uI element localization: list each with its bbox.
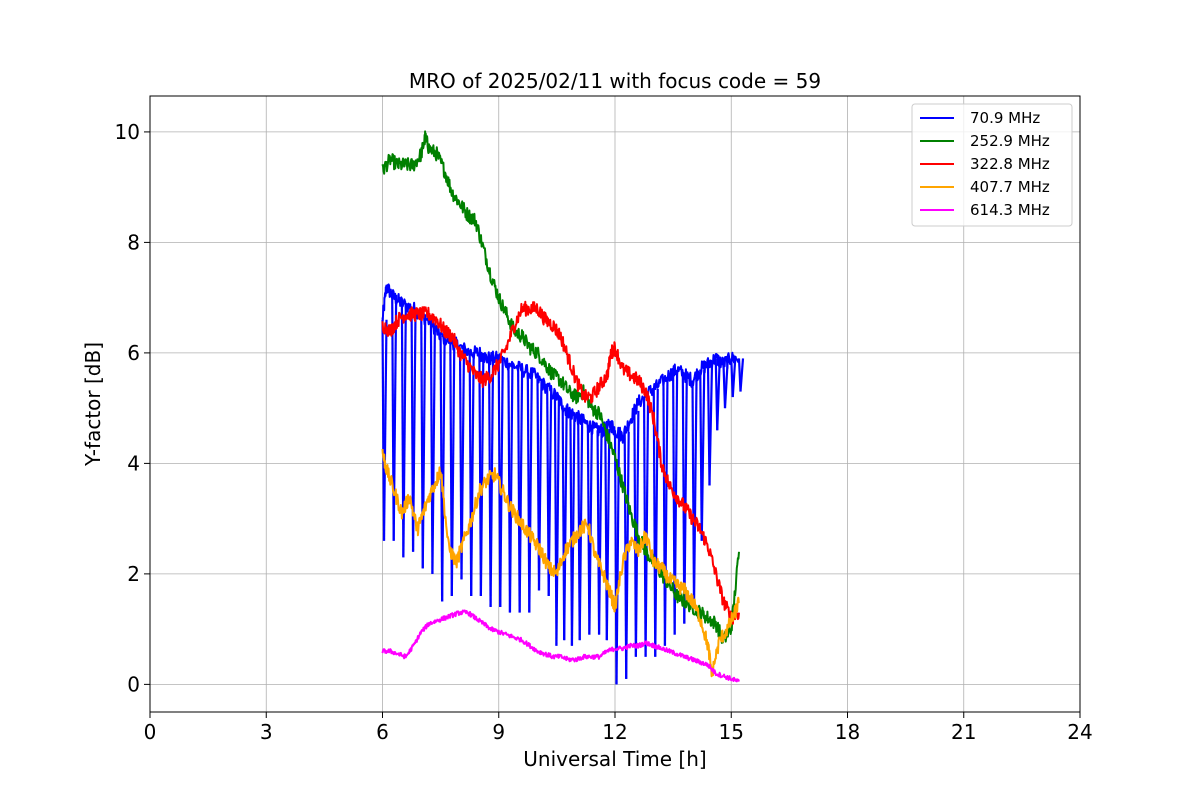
series-layer bbox=[381, 130, 745, 685]
series-dip bbox=[692, 380, 698, 608]
series-dip bbox=[708, 363, 714, 486]
x-tick-label: 3 bbox=[260, 720, 273, 744]
series-dip bbox=[421, 314, 427, 569]
y-tick-label: 10 bbox=[115, 120, 140, 144]
x-tick-label: 24 bbox=[1067, 720, 1092, 744]
series-dip bbox=[605, 428, 611, 641]
series-dip bbox=[392, 294, 398, 541]
y-tick-label: 6 bbox=[127, 341, 140, 365]
series-1 bbox=[381, 130, 740, 644]
x-tick-label: 0 bbox=[144, 720, 157, 744]
series-line bbox=[381, 130, 740, 644]
series-dip bbox=[644, 397, 650, 657]
legend-box bbox=[911, 103, 1073, 227]
series-dip bbox=[673, 372, 679, 635]
series-dip bbox=[625, 431, 630, 679]
legend-label: 614.3 MHz bbox=[970, 201, 1050, 219]
series-dip bbox=[739, 358, 745, 392]
x-tick-label: 12 bbox=[602, 720, 627, 744]
series-dip bbox=[700, 369, 706, 541]
x-axis-label: Universal Time [h] bbox=[523, 747, 706, 771]
series-dip bbox=[489, 358, 495, 608]
series-dip bbox=[731, 358, 737, 398]
series-dip bbox=[716, 358, 721, 431]
series-dip bbox=[382, 319, 388, 541]
series-dip bbox=[499, 358, 504, 608]
series-4 bbox=[381, 609, 740, 683]
series-dip bbox=[555, 395, 561, 646]
series-line bbox=[381, 300, 740, 625]
x-tick-label: 18 bbox=[835, 720, 860, 744]
x-tick-label: 6 bbox=[376, 720, 389, 744]
series-dip bbox=[528, 372, 533, 613]
legend-label: 70.9 MHz bbox=[970, 109, 1040, 127]
series-dip bbox=[518, 367, 524, 613]
series-dip bbox=[431, 323, 437, 574]
legend-label: 407.7 MHz bbox=[970, 178, 1050, 196]
chart-title: MRO of 2025/02/11 with focus code = 59 bbox=[409, 69, 821, 93]
series-3 bbox=[381, 448, 740, 678]
y-tick-label: 8 bbox=[127, 230, 140, 254]
series-dip bbox=[663, 380, 669, 646]
series-2 bbox=[381, 300, 740, 625]
series-line bbox=[381, 609, 740, 683]
legend-label: 252.9 MHz bbox=[970, 132, 1050, 150]
legend: 70.9 MHz 252.9 MHz 322.8 MHz 407.7 MHz 614.3… bbox=[911, 103, 1073, 227]
series-dip bbox=[723, 363, 729, 409]
series-dip bbox=[563, 405, 568, 641]
series-dip bbox=[441, 336, 446, 602]
x-tick-label: 9 bbox=[492, 720, 505, 744]
y-axis-label: Y-factor [dB] bbox=[81, 342, 105, 467]
series-dip bbox=[479, 352, 485, 596]
series-dip bbox=[508, 363, 514, 613]
y-tick-label: 0 bbox=[127, 672, 140, 696]
series-line bbox=[381, 448, 740, 678]
y-tick-label: 2 bbox=[127, 562, 140, 586]
series-dip bbox=[597, 430, 603, 635]
x-tick-label: 21 bbox=[951, 720, 976, 744]
series-dip bbox=[570, 412, 576, 646]
y-tick-label: 4 bbox=[127, 451, 140, 475]
series-dip bbox=[402, 303, 407, 558]
series-line bbox=[381, 283, 740, 444]
legend-label: 322.8 MHz bbox=[970, 155, 1050, 173]
series-dip bbox=[470, 351, 475, 596]
series-dip bbox=[683, 373, 688, 624]
x-tick-label: 15 bbox=[719, 720, 744, 744]
